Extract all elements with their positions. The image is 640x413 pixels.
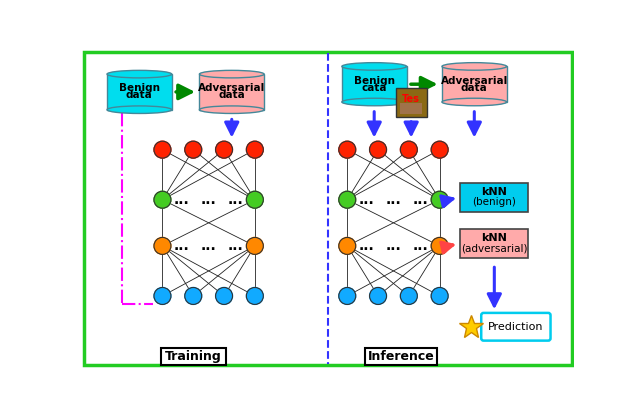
Circle shape xyxy=(216,141,232,158)
Text: Tes: Tes xyxy=(402,94,420,104)
FancyBboxPatch shape xyxy=(481,313,550,341)
Circle shape xyxy=(431,191,448,208)
Text: Adversarial: Adversarial xyxy=(441,76,508,86)
Ellipse shape xyxy=(342,98,406,106)
Ellipse shape xyxy=(442,63,507,70)
Text: data: data xyxy=(461,83,488,93)
Text: Benign: Benign xyxy=(354,76,395,86)
Text: ...: ... xyxy=(358,239,374,253)
Circle shape xyxy=(401,141,417,158)
FancyBboxPatch shape xyxy=(401,104,422,114)
FancyBboxPatch shape xyxy=(396,88,427,117)
Circle shape xyxy=(246,287,263,304)
Text: ...: ... xyxy=(358,193,374,207)
FancyBboxPatch shape xyxy=(460,183,528,212)
Circle shape xyxy=(185,141,202,158)
Ellipse shape xyxy=(342,63,406,70)
Circle shape xyxy=(185,287,202,304)
Text: ...: ... xyxy=(413,239,428,253)
FancyBboxPatch shape xyxy=(460,229,528,258)
FancyBboxPatch shape xyxy=(107,74,172,110)
Circle shape xyxy=(246,141,263,158)
Text: ...: ... xyxy=(174,239,189,253)
Text: ...: ... xyxy=(385,239,401,253)
Circle shape xyxy=(216,287,232,304)
FancyBboxPatch shape xyxy=(200,74,264,110)
FancyBboxPatch shape xyxy=(84,52,572,365)
Text: kNN: kNN xyxy=(481,233,508,243)
Circle shape xyxy=(369,141,387,158)
Circle shape xyxy=(431,287,448,304)
Text: Training: Training xyxy=(165,350,221,363)
FancyBboxPatch shape xyxy=(365,348,437,365)
Text: ...: ... xyxy=(174,193,189,207)
Text: (adversarial): (adversarial) xyxy=(461,243,527,253)
Text: ...: ... xyxy=(385,193,401,207)
Text: (benign): (benign) xyxy=(472,197,516,207)
Ellipse shape xyxy=(200,106,264,114)
Ellipse shape xyxy=(107,106,172,114)
Circle shape xyxy=(339,237,356,254)
Text: Prediction: Prediction xyxy=(488,322,543,332)
Circle shape xyxy=(154,141,171,158)
Circle shape xyxy=(339,191,356,208)
Text: Adversarial: Adversarial xyxy=(198,83,266,93)
Circle shape xyxy=(154,237,171,254)
Text: ...: ... xyxy=(201,193,216,207)
Text: data: data xyxy=(126,90,153,100)
Text: Benign: Benign xyxy=(119,83,160,93)
Text: cata: cata xyxy=(362,83,387,93)
Circle shape xyxy=(246,237,263,254)
Circle shape xyxy=(431,237,448,254)
Circle shape xyxy=(154,287,171,304)
Circle shape xyxy=(431,141,448,158)
Text: ...: ... xyxy=(228,193,243,207)
Text: ...: ... xyxy=(413,193,428,207)
FancyBboxPatch shape xyxy=(442,66,507,102)
Text: Inference: Inference xyxy=(368,350,435,363)
FancyBboxPatch shape xyxy=(342,66,406,102)
FancyBboxPatch shape xyxy=(161,348,225,365)
Circle shape xyxy=(246,191,263,208)
Circle shape xyxy=(369,287,387,304)
Text: ...: ... xyxy=(228,239,243,253)
Text: data: data xyxy=(218,90,245,100)
Text: kNN: kNN xyxy=(481,187,508,197)
Ellipse shape xyxy=(107,70,172,78)
Circle shape xyxy=(339,287,356,304)
Ellipse shape xyxy=(442,98,507,106)
Text: ...: ... xyxy=(201,239,216,253)
Circle shape xyxy=(401,287,417,304)
Circle shape xyxy=(154,191,171,208)
Ellipse shape xyxy=(200,70,264,78)
Circle shape xyxy=(339,141,356,158)
